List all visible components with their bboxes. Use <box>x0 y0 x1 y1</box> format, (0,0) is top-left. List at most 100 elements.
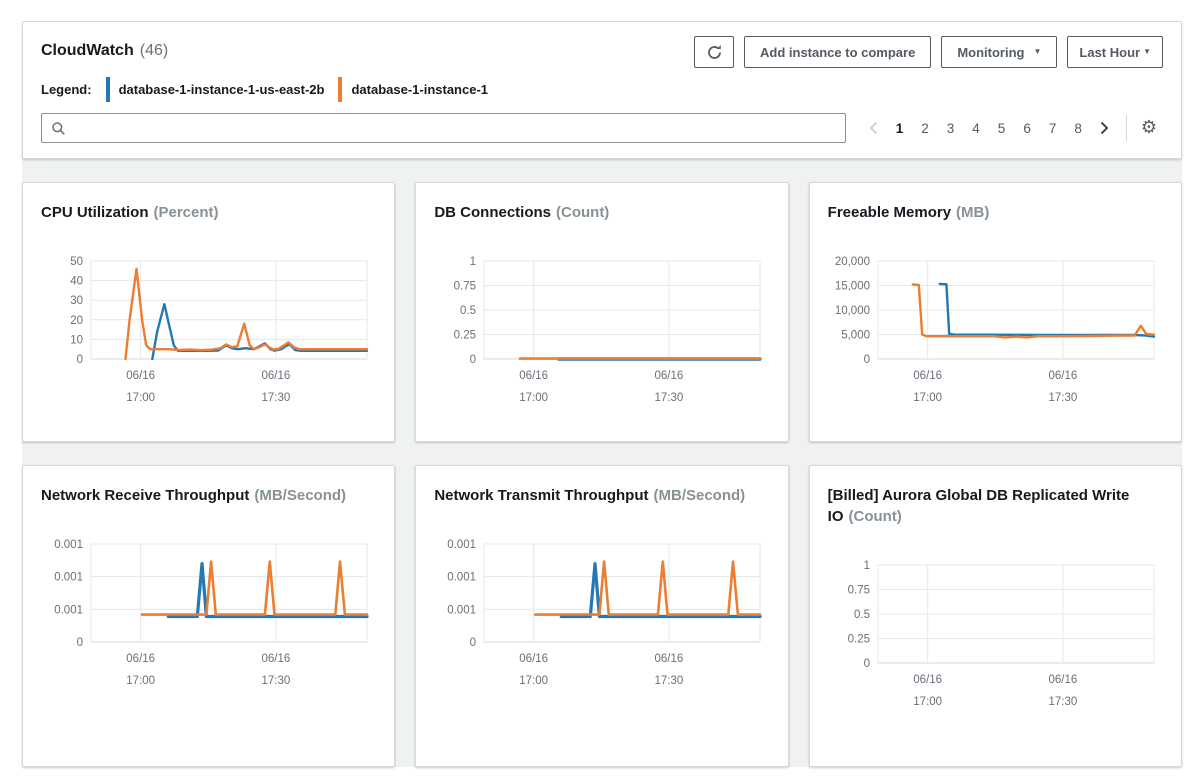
svg-text:0.5: 0.5 <box>460 305 476 317</box>
svg-text:06/16: 06/16 <box>913 674 942 686</box>
chart-unit: (Percent) <box>153 204 219 221</box>
svg-text:0.75: 0.75 <box>847 585 869 597</box>
svg-text:0.001: 0.001 <box>448 572 477 584</box>
svg-text:1: 1 <box>470 256 476 268</box>
legend-instance-name: database-1-instance-1-us-east-2b <box>118 82 325 97</box>
add-instance-to-compare-button[interactable]: Add instance to compare <box>744 36 932 68</box>
svg-text:0.5: 0.5 <box>854 609 870 621</box>
page-7-button[interactable]: 7 <box>1040 117 1066 140</box>
svg-text:10: 10 <box>70 334 83 346</box>
svg-text:0.25: 0.25 <box>454 330 476 342</box>
svg-text:17:00: 17:00 <box>520 392 549 404</box>
svg-text:17:30: 17:30 <box>262 392 291 404</box>
svg-text:0: 0 <box>77 637 83 649</box>
svg-text:0.001: 0.001 <box>448 539 477 551</box>
chevron-down-icon: ▼ <box>1033 47 1042 56</box>
header-actions: Add instance to compare Monitoring ▼ Las… <box>694 36 1163 68</box>
page-8-button[interactable]: 8 <box>1065 117 1091 140</box>
svg-text:0.001: 0.001 <box>54 572 83 584</box>
chart-unit: (Count) <box>556 204 610 221</box>
svg-text:10,000: 10,000 <box>834 305 869 317</box>
legend-color-bar-blue <box>105 77 110 102</box>
svg-text:17:00: 17:00 <box>126 675 155 687</box>
page-3-button[interactable]: 3 <box>938 117 964 140</box>
svg-text:0: 0 <box>470 637 476 649</box>
search-icon <box>51 121 66 136</box>
svg-text:40: 40 <box>70 276 83 288</box>
svg-text:17:00: 17:00 <box>913 696 942 708</box>
network-receive-throughput-chart: 0 0.001 0.001 0.001 06/16 17:00 06/16 17:30 <box>41 534 376 699</box>
svg-text:0: 0 <box>77 354 83 366</box>
previous-page-button[interactable] <box>860 117 887 139</box>
page-title: CloudWatch (46) <box>41 36 168 60</box>
refresh-icon <box>706 44 723 61</box>
svg-text:17:30: 17:30 <box>655 392 684 404</box>
legend-color-bar-orange <box>338 77 343 102</box>
svg-text:0.001: 0.001 <box>54 604 83 616</box>
chart-title: CPU Utilization (Percent) <box>41 204 219 221</box>
page-6-button[interactable]: 6 <box>1014 117 1040 140</box>
svg-text:06/16: 06/16 <box>655 653 684 665</box>
svg-text:50: 50 <box>70 256 83 268</box>
chart-card-billed-aurora-replicated-write-io: [Billed] Aurora Global DB Replicated Wri… <box>808 465 1182 767</box>
svg-text:0.001: 0.001 <box>54 539 83 551</box>
svg-text:17:00: 17:00 <box>520 675 549 687</box>
chart-card-cpu-utilization: CPU Utilization (Percent) 0 10 20 30 40 50 06/1… <box>22 182 396 442</box>
freeable-memory-chart: 0 5,000 10,000 15,000 20,000 06/16 17:00 06/16 1… <box>828 251 1163 416</box>
svg-text:06/16: 06/16 <box>1048 370 1077 382</box>
chart-title: DB Connections (Count) <box>434 204 610 221</box>
chart-unit: (MB) <box>956 204 990 221</box>
page-2-button[interactable]: 2 <box>912 117 938 140</box>
chart-unit: (Count) <box>848 508 902 525</box>
svg-text:06/16: 06/16 <box>520 653 549 665</box>
svg-text:0.25: 0.25 <box>847 634 869 646</box>
legend: Legend: database-1-instance-1-us-east-2b… <box>41 77 1163 102</box>
svg-text:15,000: 15,000 <box>834 281 869 293</box>
svg-text:20,000: 20,000 <box>834 256 869 268</box>
page-4-button[interactable]: 4 <box>963 117 989 140</box>
svg-text:17:00: 17:00 <box>913 392 942 404</box>
svg-text:1: 1 <box>863 560 869 572</box>
svg-text:17:00: 17:00 <box>126 392 155 404</box>
page-5-button[interactable]: 5 <box>989 117 1015 140</box>
db-connections-chart: 0 0.25 0.5 0.75 1 06/16 17:00 06/16 17:30 <box>434 251 769 416</box>
svg-text:17:30: 17:30 <box>1048 392 1077 404</box>
page-1-button[interactable]: 1 <box>887 117 913 140</box>
settings-gear-button[interactable]: ⚙ <box>1135 117 1163 139</box>
chart-card-network-transmit-throughput: Network Transmit Throughput (MB/Second) 0… <box>415 465 789 767</box>
cloudwatch-board: CloudWatch (46) Add instance to compare M… <box>22 21 1182 767</box>
svg-text:20: 20 <box>70 315 83 327</box>
svg-text:0.001: 0.001 <box>448 604 477 616</box>
refresh-button[interactable] <box>694 36 735 68</box>
monitoring-dropdown-button[interactable]: Monitoring ▼ <box>941 36 1058 68</box>
network-transmit-throughput-chart: 0 0.001 0.001 0.001 06/16 17:00 06/16 17:30 <box>434 534 769 699</box>
svg-text:06/16: 06/16 <box>913 370 942 382</box>
divider <box>1125 115 1127 141</box>
svg-text:0.75: 0.75 <box>454 281 476 293</box>
cloudwatch-header-panel: CloudWatch (46) Add instance to compare M… <box>22 21 1182 159</box>
chart-title: Network Receive Throughput (MB/Second) <box>41 487 347 504</box>
svg-text:06/16: 06/16 <box>520 370 549 382</box>
svg-text:17:30: 17:30 <box>1048 696 1077 708</box>
svg-text:17:30: 17:30 <box>262 675 291 687</box>
chevron-right-icon <box>1100 121 1109 135</box>
metric-search-box[interactable] <box>41 113 846 143</box>
chart-unit: (MB/Second) <box>254 487 347 504</box>
legend-instance-name: database-1-instance-1 <box>351 82 489 97</box>
svg-text:06/16: 06/16 <box>1048 674 1077 686</box>
svg-text:0: 0 <box>863 658 869 670</box>
svg-text:0: 0 <box>470 354 476 366</box>
chart-card-db-connections: DB Connections (Count) 0 0.25 0.5 0.75 1 06/16… <box>415 182 789 442</box>
legend-label: Legend: <box>41 82 92 97</box>
search-input[interactable] <box>73 119 836 137</box>
time-range-dropdown-button[interactable]: Last Hour ▼ <box>1067 36 1163 68</box>
gear-icon: ⚙ <box>1140 117 1157 138</box>
chart-title: [Billed] Aurora Global DB Replicated Wri… <box>827 487 1130 525</box>
chart-card-freeable-memory: Freeable Memory (MB) 0 5,000 10,000 15,000 20… <box>808 182 1182 442</box>
svg-text:06/16: 06/16 <box>655 370 684 382</box>
next-page-button[interactable] <box>1091 117 1118 139</box>
cloudwatch-title: CloudWatch <box>41 42 134 59</box>
svg-text:06/16: 06/16 <box>262 370 291 382</box>
chart-card-network-receive-throughput: Network Receive Throughput (MB/Second) 0 0… <box>22 465 396 767</box>
